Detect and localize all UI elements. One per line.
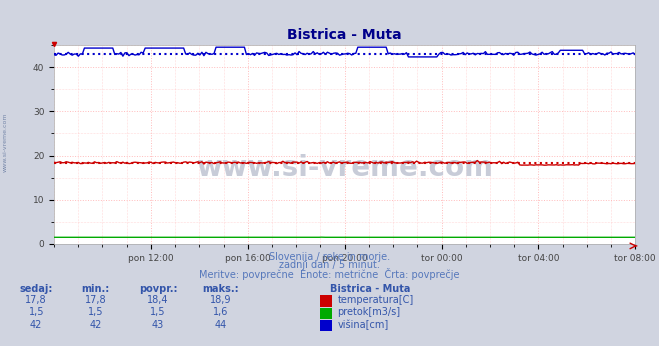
Text: povpr.:: povpr.: (139, 284, 177, 294)
Text: sedaj:: sedaj: (20, 284, 53, 294)
Text: Slovenija / reke in morje.: Slovenija / reke in morje. (269, 252, 390, 262)
Text: Bistrica - Muta: Bistrica - Muta (330, 284, 410, 294)
Text: 18,9: 18,9 (210, 295, 231, 305)
Text: www.si-vreme.com: www.si-vreme.com (3, 112, 8, 172)
Text: min.:: min.: (82, 284, 109, 294)
Text: 42: 42 (30, 320, 42, 330)
Text: Meritve: povprečne  Enote: metrične  Črta: povprečje: Meritve: povprečne Enote: metrične Črta:… (199, 268, 460, 281)
Text: 17,8: 17,8 (26, 295, 47, 305)
Text: 1,5: 1,5 (28, 307, 44, 317)
Text: 18,4: 18,4 (148, 295, 169, 305)
Title: Bistrica - Muta: Bistrica - Muta (287, 28, 402, 43)
Text: www.si-vreme.com: www.si-vreme.com (196, 154, 493, 182)
Text: maks.:: maks.: (202, 284, 239, 294)
Text: 1,5: 1,5 (150, 307, 166, 317)
Text: 17,8: 17,8 (85, 295, 106, 305)
Text: 1,5: 1,5 (88, 307, 103, 317)
Text: 42: 42 (90, 320, 101, 330)
Text: višina[cm]: višina[cm] (337, 320, 389, 330)
Text: pretok[m3/s]: pretok[m3/s] (337, 307, 401, 317)
Text: zadnji dan / 5 minut.: zadnji dan / 5 minut. (279, 260, 380, 270)
Text: 43: 43 (152, 320, 164, 330)
Text: 44: 44 (215, 320, 227, 330)
Text: temperatura[C]: temperatura[C] (337, 295, 414, 305)
Text: 1,6: 1,6 (213, 307, 229, 317)
